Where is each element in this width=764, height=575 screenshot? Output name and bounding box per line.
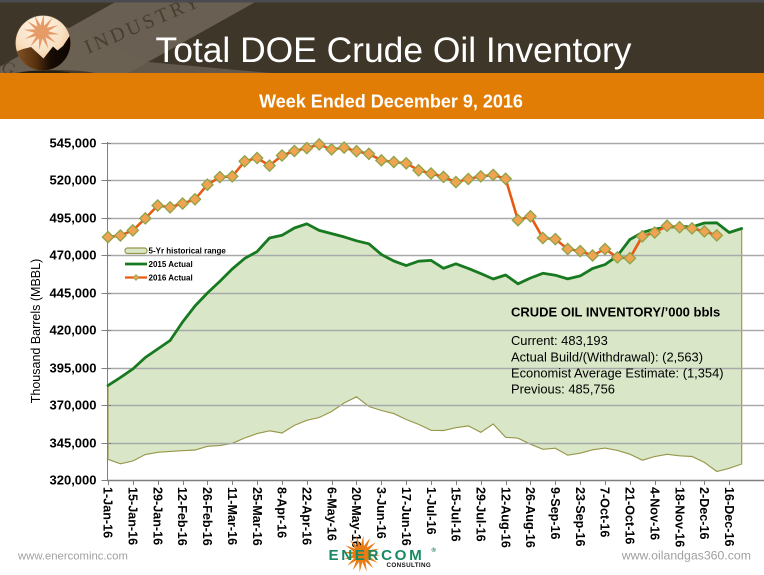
svg-text:Economist Average Estimate: (1: Economist Average Estimate: (1,354) [511,366,724,381]
svg-text:Total DOE Crude Oil Inventory: Total DOE Crude Oil Inventory [156,30,632,70]
svg-text:®: ® [432,547,437,554]
svg-text:2-Dec-16: 2-Dec-16 [697,487,711,540]
svg-text:25-Mar-16: 25-Mar-16 [250,487,264,546]
svg-text:20-May-16: 20-May-16 [349,487,363,548]
svg-text:CONSULTING: CONSULTING [387,562,432,569]
svg-text:12-Feb-16: 12-Feb-16 [175,487,189,546]
svg-text:11-Mar-16: 11-Mar-16 [225,487,239,545]
svg-text:26-Feb-16: 26-Feb-16 [200,487,214,546]
svg-text:470,000: 470,000 [50,248,97,263]
svg-text:5-Yr historical range: 5-Yr historical range [149,247,227,256]
svg-text:3-Jun-16: 3-Jun-16 [374,487,388,539]
svg-text:370,000: 370,000 [50,398,97,413]
svg-text:2016 Actual: 2016 Actual [149,274,193,283]
svg-text:Week Ended December 9, 2016: Week Ended December 9, 2016 [259,92,523,112]
svg-text:29-Jul-16: 29-Jul-16 [473,487,487,542]
svg-text:420,000: 420,000 [50,323,97,338]
svg-text:29-Jan-16: 29-Jan-16 [150,487,164,545]
svg-text:23-Sep-16: 23-Sep-16 [573,487,587,547]
svg-text:ENERCOM: ENERCOM [329,547,425,564]
svg-text:6-May-16: 6-May-16 [324,487,338,541]
svg-text:www.oilandgas360.com: www.oilandgas360.com [621,549,751,563]
svg-text:Thousand Barrels (MBBL): Thousand Barrels (MBBL) [29,259,43,404]
svg-text:2015 Actual: 2015 Actual [149,260,193,269]
svg-text:4-Nov-16: 4-Nov-16 [647,487,661,540]
svg-text:CRUDE OIL INVENTORY/’000 bbls: CRUDE OIL INVENTORY/’000 bbls [511,305,720,320]
svg-text:16-Dec-16: 16-Dec-16 [722,487,736,547]
svg-text:545,000: 545,000 [50,136,97,151]
svg-text:21-Oct-16: 21-Oct-16 [623,487,637,544]
svg-text:www.enercominc.com: www.enercominc.com [17,551,128,563]
svg-text:320,000: 320,000 [50,473,97,488]
svg-text:15-Jul-16: 15-Jul-16 [449,487,463,542]
svg-text:7-Oct-16: 7-Oct-16 [598,487,612,537]
svg-text:18-Nov-16: 18-Nov-16 [672,487,686,547]
svg-text:1-Jan-16: 1-Jan-16 [101,487,115,538]
svg-text:22-Apr-16: 22-Apr-16 [300,487,314,545]
svg-text:15-Jan-16: 15-Jan-16 [126,487,140,545]
svg-text:345,000: 345,000 [50,436,97,451]
svg-text:G: G [0,56,19,80]
svg-text:Actual Build/(Withdrawal): (2,: Actual Build/(Withdrawal): (2,563) [511,350,703,365]
svg-text:520,000: 520,000 [50,173,97,188]
svg-text:Current: 483,193: Current: 483,193 [511,333,608,348]
svg-text:495,000: 495,000 [50,211,97,226]
svg-text:395,000: 395,000 [50,361,97,376]
svg-text:1-Jul-16: 1-Jul-16 [424,487,438,535]
svg-text:17-Jun-16: 17-Jun-16 [399,487,413,546]
svg-text:Previous: 485,756: Previous: 485,756 [511,382,615,397]
svg-text:9-Sep-16: 9-Sep-16 [548,487,562,540]
svg-text:445,000: 445,000 [50,286,97,301]
svg-text:26-Aug-16: 26-Aug-16 [523,487,537,548]
svg-text:12-Aug-16: 12-Aug-16 [498,487,512,548]
svg-text:8-Apr-16: 8-Apr-16 [275,487,289,538]
